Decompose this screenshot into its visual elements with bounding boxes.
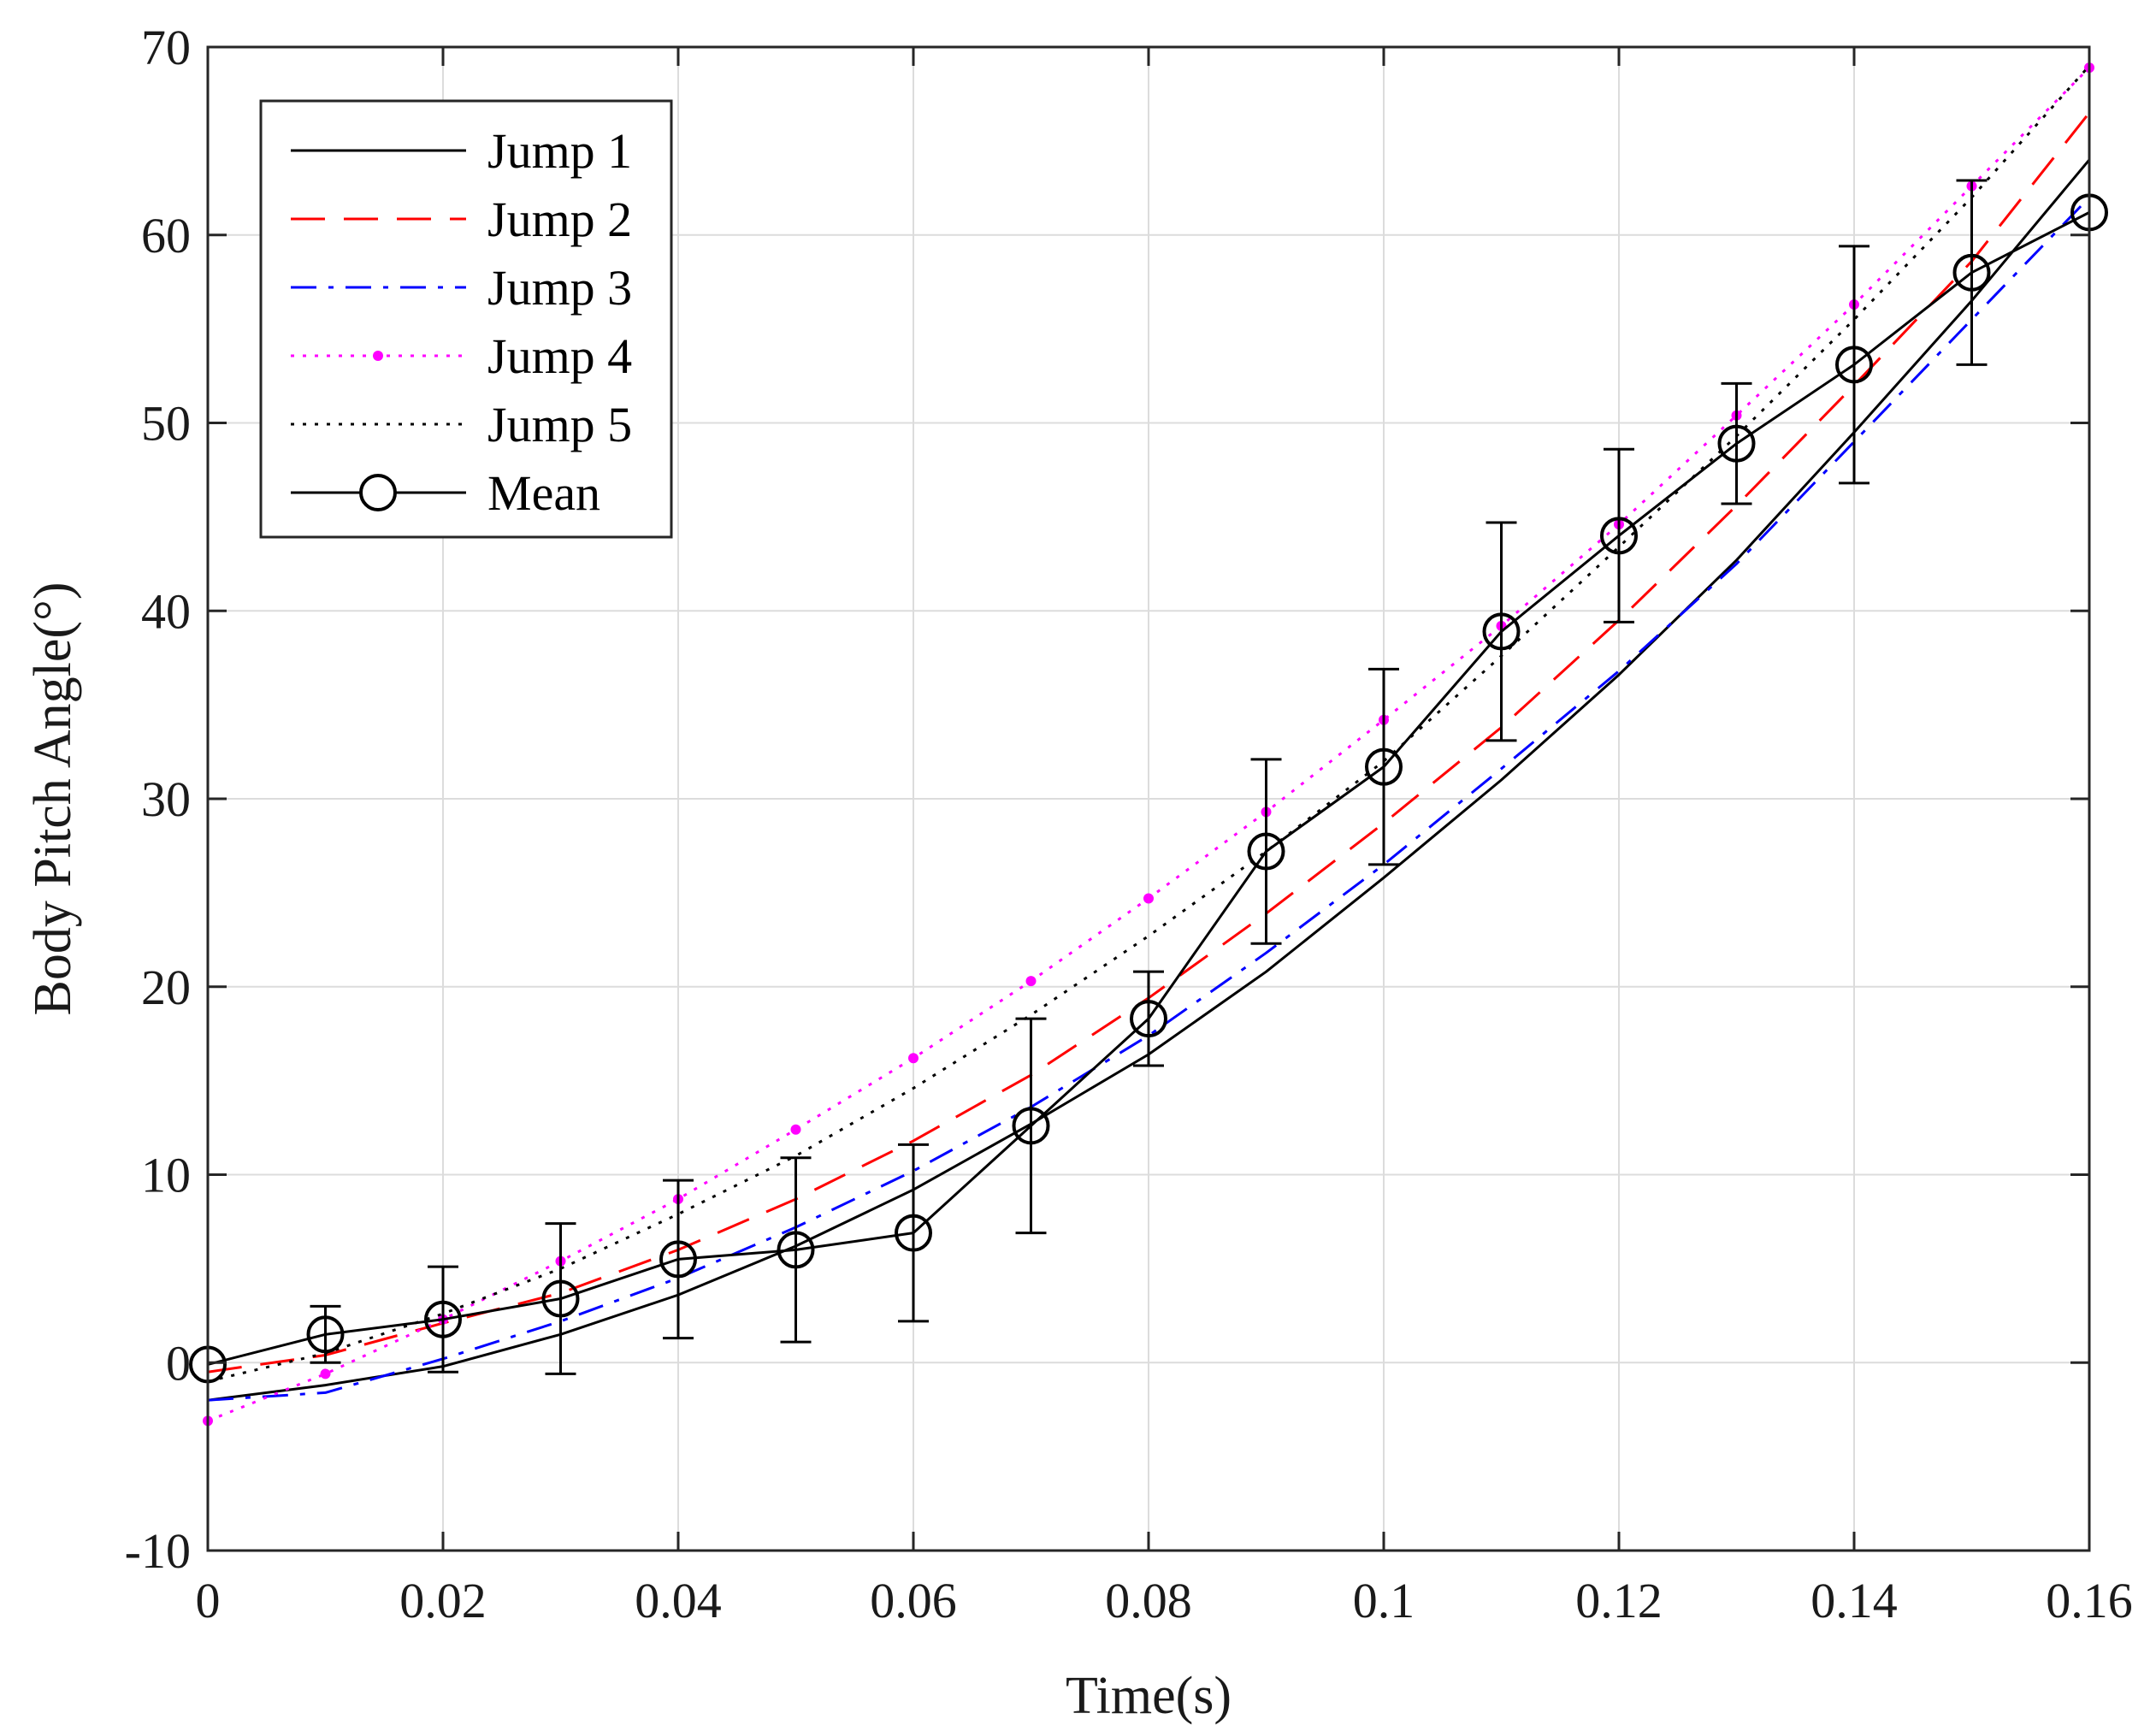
legend-item-jump-4: Jump 4 — [291, 328, 632, 384]
mean-marker — [1952, 253, 1991, 292]
mean-marker — [659, 1240, 697, 1279]
mean-marker — [1600, 517, 1638, 555]
x-tick-label: 0.08 — [1105, 1573, 1192, 1628]
mean-marker — [1365, 747, 1403, 786]
x-tick-label: 0.1 — [1353, 1573, 1415, 1628]
data-point-jump-4 — [1143, 893, 1154, 904]
legend-label-jump-5: Jump 5 — [487, 397, 632, 452]
mean-marker — [1482, 612, 1521, 651]
legend-item-jump-1: Jump 1 — [291, 123, 632, 179]
mean-marker — [424, 1300, 462, 1338]
y-tick-label: 20 — [141, 960, 191, 1015]
data-point-jump-4 — [908, 1053, 919, 1064]
y-tick-label: 50 — [141, 396, 191, 452]
series-mean — [189, 179, 2108, 1384]
x-tick-label: 0.14 — [1810, 1573, 1898, 1628]
legend-item-jump-2: Jump 2 — [291, 192, 632, 247]
y-tick-label: 30 — [141, 771, 191, 827]
series-line-jump-3 — [207, 196, 2091, 1402]
mean-marker — [1835, 346, 1873, 384]
data-point-jump-4 — [320, 1368, 331, 1379]
mean-marker — [541, 1279, 580, 1318]
mean-marker — [306, 1315, 345, 1354]
legend-item-mean: Mean — [291, 465, 600, 521]
mean-marker — [1012, 1107, 1050, 1145]
legend-label-jump-1: Jump 1 — [487, 123, 632, 179]
plot-area — [189, 62, 2108, 1427]
y-tick-label: 40 — [141, 583, 191, 639]
mean-marker — [777, 1231, 815, 1269]
legend-box — [259, 99, 673, 539]
x-tick-label: 0.12 — [1575, 1573, 1663, 1628]
x-tick-label: 0.02 — [399, 1573, 487, 1628]
y-tick-label: 0 — [166, 1335, 191, 1391]
mean-marker — [1717, 424, 1756, 463]
legend: Jump 1 Jump 2 Jump 3 Jump 4 Jump 5 Mean — [259, 99, 673, 539]
legend-label-jump-4: Jump 4 — [487, 328, 632, 384]
y-tick-label: -10 — [125, 1523, 191, 1579]
legend-item-jump-3: Jump 3 — [291, 260, 632, 316]
x-tick-label: 0.04 — [635, 1573, 722, 1628]
legend-marker-mean — [359, 474, 397, 511]
x-tick-label: 0.16 — [2046, 1573, 2133, 1628]
data-point-jump-4 — [790, 1124, 801, 1135]
series-jump-3 — [207, 196, 2091, 1402]
y-tick-label: 70 — [141, 20, 191, 75]
x-axis-title: Time(s) — [1066, 1667, 1232, 1725]
mean-marker — [1247, 832, 1285, 871]
data-point-jump-4 — [1025, 976, 1037, 987]
legend-label-mean: Mean — [487, 465, 600, 521]
mean-marker — [1130, 1000, 1167, 1038]
y-axis-title: Body Pitch Angle(°) — [24, 582, 82, 1016]
axis-ticks: 0 0.02 0.04 0.06 0.08 0.1 0.12 0.14 0.16-1001020… — [125, 20, 2133, 1628]
y-tick-label: 60 — [141, 208, 191, 263]
x-tick-label: 0.06 — [870, 1573, 957, 1628]
mean-marker — [895, 1214, 932, 1252]
legend-label-jump-2: Jump 2 — [487, 192, 632, 247]
legend-label-jump-3: Jump 3 — [487, 260, 632, 316]
y-tick-label: 10 — [141, 1148, 191, 1203]
legend-marker-jump-4 — [373, 351, 383, 361]
legend-item-jump-5: Jump 5 — [291, 397, 632, 452]
x-tick-label: 0 — [196, 1573, 221, 1628]
